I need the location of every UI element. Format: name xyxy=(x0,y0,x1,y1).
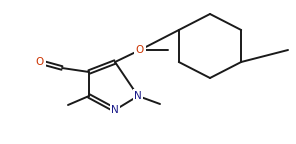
Text: O: O xyxy=(36,57,44,67)
Text: O: O xyxy=(136,45,144,55)
Text: N: N xyxy=(134,91,142,101)
Text: N: N xyxy=(111,105,119,115)
